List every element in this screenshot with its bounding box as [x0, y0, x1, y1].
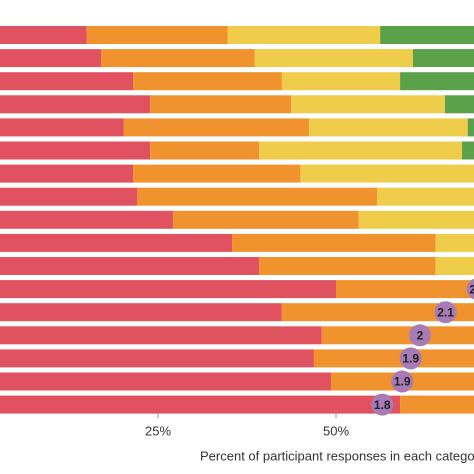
mean-label: 2	[417, 328, 424, 342]
bar-segment	[0, 326, 322, 345]
bar-segment	[435, 233, 474, 252]
bar-segment	[358, 210, 474, 229]
bar-segment	[150, 141, 260, 160]
bar-segment	[400, 395, 474, 414]
bar-segment	[259, 257, 436, 275]
mean-marker	[399, 347, 422, 370]
bar-segment	[232, 233, 436, 252]
x-tick-label: 25%	[145, 423, 171, 438]
bar-segment	[300, 164, 474, 183]
mean-label: 1.9	[402, 352, 419, 366]
bar-segment	[150, 95, 292, 114]
bar-segment	[137, 187, 378, 206]
bar-segment	[0, 118, 124, 137]
bar-segment	[281, 303, 474, 322]
bar-segment	[444, 95, 474, 114]
bar-segment	[0, 187, 138, 206]
bar-segment	[0, 49, 102, 68]
bar-segment	[254, 49, 413, 68]
bar-segment	[313, 349, 474, 368]
mean-label: 1.9	[394, 375, 411, 389]
bar-segment	[101, 49, 255, 68]
bar-segment	[0, 72, 134, 91]
bar-segment	[259, 141, 463, 160]
bar-segment	[0, 257, 260, 275]
bar-segment	[172, 210, 359, 229]
bar-segment	[0, 395, 401, 414]
mean-marker	[434, 301, 457, 324]
bar-segment	[380, 26, 474, 44]
bar-segment	[462, 141, 474, 160]
bar-segment	[308, 118, 468, 137]
bar-segment	[0, 95, 151, 114]
bar-segment	[336, 280, 474, 299]
bar-segment	[133, 72, 282, 91]
mean-label: 2.1	[437, 305, 454, 319]
bar-segment	[412, 49, 474, 68]
bar-segment	[0, 372, 332, 391]
mean-marker	[466, 278, 474, 300]
bar-segment	[0, 280, 336, 299]
bar-segment	[86, 26, 228, 44]
x-axis-title: Percent of participant responses in each…	[200, 448, 474, 463]
bar-segment	[133, 164, 301, 183]
bar-segment	[227, 26, 381, 44]
bar-segment	[291, 95, 445, 114]
bar-segment	[435, 257, 474, 275]
x-tick-label: 50%	[323, 423, 349, 438]
mean-marker	[391, 370, 414, 393]
bar-segment	[400, 72, 474, 91]
bar-segment	[0, 26, 87, 44]
bar-segment	[123, 118, 309, 137]
bar-segment	[0, 210, 173, 229]
bar-segment	[0, 141, 151, 160]
bar-segment	[0, 164, 134, 183]
bar-segment	[377, 187, 474, 206]
bar-segment	[0, 303, 282, 322]
bar-segment	[0, 233, 233, 252]
mean-marker	[409, 324, 432, 347]
bar-segment	[321, 326, 474, 345]
mean-marker	[371, 393, 394, 416]
mean-label: 1.8	[374, 398, 391, 412]
bar-segment	[0, 349, 314, 368]
mean-label: 2.2	[469, 282, 474, 296]
bar-segment	[281, 72, 401, 91]
bar-segment	[467, 118, 474, 137]
